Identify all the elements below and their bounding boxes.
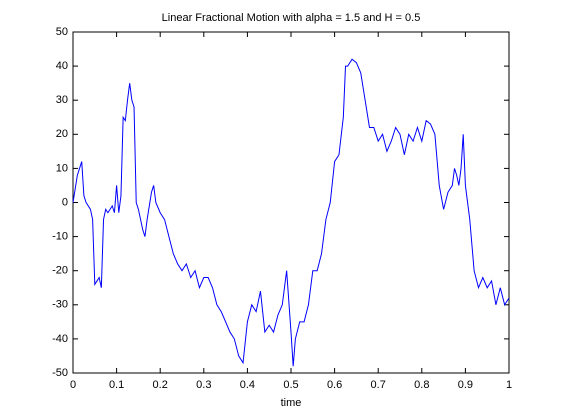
y-tick-label: 30 [56,94,68,106]
y-tick-label: 40 [56,60,68,72]
y-tick-label: -30 [52,299,68,311]
y-tick-label: -20 [52,265,68,277]
y-tick-label: -50 [52,367,68,379]
y-tick-label: 20 [56,128,68,140]
x-tick-label: 0.9 [458,379,473,391]
x-tick-label: 0.3 [196,379,211,391]
x-tick-label: 0.6 [327,379,342,391]
x-tick-label: 0.7 [371,379,386,391]
x-tick-label: 0.1 [109,379,124,391]
y-tick-label: 0 [62,196,68,208]
x-tick-label: 0.2 [153,379,168,391]
chart-title: Linear Fractional Motion with alpha = 1.… [162,12,421,24]
y-tick-label: 50 [56,26,68,38]
y-tick-label: -10 [52,231,68,243]
data-line [72,58,510,367]
x-tick-label: 0.5 [283,379,298,391]
y-tick-label: 10 [56,162,68,174]
x-axis-label: time [281,397,302,409]
y-tick-label: -40 [52,333,68,345]
x-tick-label: 0.8 [414,379,429,391]
x-tick-label: 0.4 [240,379,255,391]
x-tick-label: 1 [506,379,512,391]
x-tick-label: 0 [70,379,76,391]
